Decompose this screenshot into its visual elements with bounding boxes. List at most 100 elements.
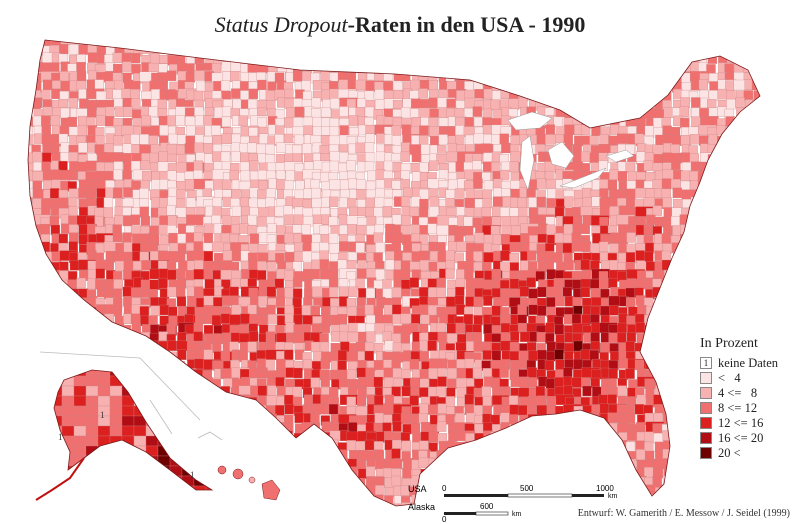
county-cell	[762, 108, 771, 118]
county-cell	[430, 54, 440, 65]
county-cell	[337, 350, 348, 361]
county-cell	[230, 40, 250, 47]
county-cell	[752, 100, 760, 111]
county-cell	[230, 449, 241, 460]
county-cell	[94, 215, 104, 227]
county-cell	[194, 358, 204, 370]
county-cell	[28, 304, 32, 315]
county-cell	[554, 206, 565, 218]
county-cell	[59, 270, 69, 282]
county-cell	[689, 431, 700, 442]
county-cell	[338, 79, 349, 90]
scale-alaska-segment	[475, 511, 509, 516]
county-cell	[223, 40, 233, 46]
county-cell	[311, 361, 322, 372]
county-cell	[601, 448, 620, 460]
county-cell	[508, 432, 518, 443]
county-cell	[257, 385, 267, 396]
county-cell	[204, 153, 214, 164]
county-cell	[526, 80, 537, 91]
county-cell	[708, 134, 718, 145]
county-cell	[132, 477, 142, 488]
county-cell	[609, 81, 619, 93]
county-cell	[762, 280, 780, 290]
county-cell	[733, 62, 744, 73]
county-cell	[697, 45, 707, 57]
county-cell	[231, 88, 241, 99]
county-cell	[733, 143, 744, 155]
county-cell	[410, 423, 421, 434]
county-cell	[88, 459, 98, 471]
county-cell	[716, 161, 727, 173]
county-cell	[67, 342, 78, 353]
county-cell	[607, 394, 617, 405]
county-cell	[652, 286, 671, 298]
county-cell	[158, 224, 169, 235]
county-cell	[691, 161, 701, 172]
legend-label: 20 <	[718, 446, 741, 460]
county-cell	[671, 352, 682, 363]
county-cell	[580, 151, 591, 163]
county-cell	[301, 80, 311, 91]
county-cell	[115, 459, 125, 470]
county-cell	[277, 495, 296, 506]
alaska-borough-cell	[133, 375, 147, 387]
county-cell	[438, 459, 457, 470]
county-cell	[700, 494, 710, 505]
county-cell	[554, 232, 564, 244]
alaska-borough-cell	[205, 475, 212, 487]
county-cell	[671, 313, 681, 325]
county-cell	[311, 458, 321, 469]
county-cell	[86, 331, 97, 343]
county-cell	[150, 505, 160, 506]
county-cell	[428, 117, 438, 128]
county-cell	[762, 152, 771, 162]
county-cell	[690, 316, 700, 327]
county-cell	[418, 88, 428, 99]
county-cell	[580, 124, 591, 135]
county-cell	[716, 460, 726, 471]
county-cell	[122, 143, 132, 154]
county-cell	[716, 181, 726, 192]
county-cell	[679, 352, 699, 363]
county-cell	[663, 277, 683, 289]
county-cell	[563, 413, 574, 424]
county-cell	[717, 495, 727, 506]
county-cell	[401, 496, 411, 506]
alaska-borough-cell	[133, 485, 147, 490]
county-cell	[167, 55, 177, 66]
county-cell	[229, 405, 240, 417]
county-cell	[742, 52, 752, 63]
county-cell	[591, 115, 601, 126]
county-cell	[149, 162, 160, 173]
county-cell	[646, 214, 656, 226]
county-cell	[465, 64, 484, 75]
county-cell	[275, 440, 285, 451]
county-cell	[384, 259, 395, 271]
county-cell	[726, 145, 746, 156]
county-cell	[573, 45, 583, 56]
county-cell	[339, 241, 349, 252]
county-cell	[599, 52, 609, 64]
county-cell	[743, 322, 754, 333]
county-cell	[762, 46, 780, 56]
county-cell	[527, 432, 546, 443]
county-cell	[454, 45, 464, 57]
county-cell	[95, 268, 105, 279]
county-cell	[293, 503, 304, 506]
county-cell	[708, 268, 718, 279]
county-cell	[751, 206, 760, 217]
county-cell	[724, 279, 735, 290]
county-cell	[529, 40, 539, 46]
county-cell	[645, 188, 655, 199]
county-cell	[294, 496, 313, 506]
county-cell	[529, 71, 548, 82]
county-cell	[94, 314, 105, 325]
county-cell	[409, 108, 420, 119]
county-cell	[661, 314, 671, 326]
alaska-borough-cell	[73, 425, 87, 437]
county-cell	[319, 250, 329, 261]
county-cell	[500, 234, 511, 245]
county-cell	[743, 44, 753, 55]
